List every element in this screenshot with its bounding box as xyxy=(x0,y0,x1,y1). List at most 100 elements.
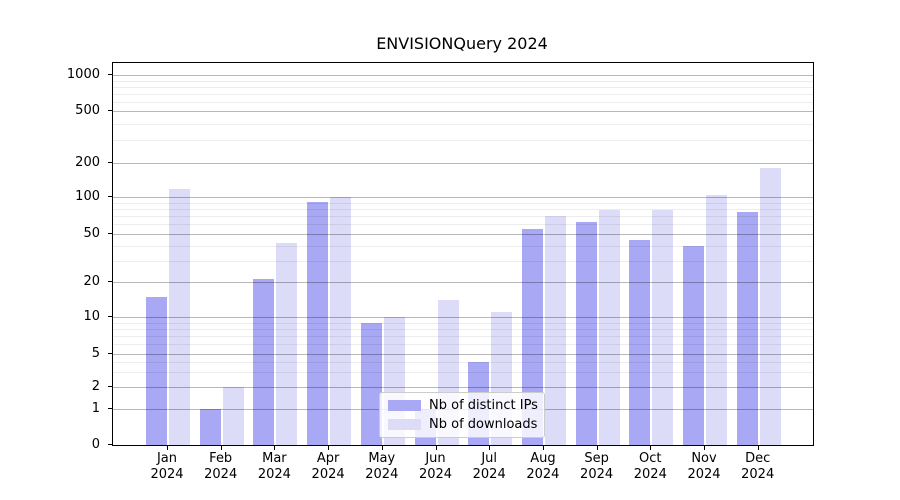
legend: Nb of distinct IPs Nb of downloads xyxy=(379,392,545,438)
bar-nov-downloads xyxy=(706,194,727,445)
y-tick-mark xyxy=(108,444,112,445)
bar-sep-distinct-ips xyxy=(575,221,597,445)
x-tick-mark xyxy=(220,445,222,450)
gridline-80 xyxy=(113,208,813,210)
x-tick-mark xyxy=(542,445,544,450)
gridline-700 xyxy=(113,93,813,95)
bar-may-distinct-ips xyxy=(360,322,382,445)
gridline-10 xyxy=(113,317,813,318)
legend-swatch-downloads xyxy=(388,419,421,430)
bar-oct-distinct-ips xyxy=(629,239,651,445)
legend-label-distinct-ips: Nb of distinct IPs xyxy=(429,398,538,413)
bar-sep-downloads xyxy=(598,210,620,445)
gridline-8 xyxy=(113,328,813,330)
gridline-3 xyxy=(113,372,813,374)
y-tick-label-100: 100 xyxy=(75,188,100,204)
chart-title: ENVISIONQuery 2024 xyxy=(376,34,548,53)
x-tick-mark xyxy=(435,445,437,450)
x-tick-label-may: May 2024 xyxy=(365,451,399,482)
y-tick-mark xyxy=(108,386,112,387)
x-tick-mark xyxy=(757,445,759,450)
bar-jan-downloads xyxy=(169,188,190,445)
bar-nov-distinct-ips xyxy=(683,245,704,445)
gridline-30 xyxy=(113,260,813,262)
gridline-5 xyxy=(113,354,813,355)
y-tick-mark xyxy=(108,196,112,197)
gridline-4 xyxy=(113,362,813,363)
y-tick-label-1000: 1000 xyxy=(66,66,100,82)
x-tick-label-feb: Feb 2024 xyxy=(204,451,238,482)
x-tick-mark xyxy=(704,445,705,450)
x-tick-mark xyxy=(381,445,383,450)
y-tick-mark xyxy=(108,233,112,234)
bar-oct-downloads xyxy=(652,210,674,445)
y-tick-mark xyxy=(108,281,112,282)
bar-feb-distinct-ips xyxy=(199,409,221,445)
y-tick-mark xyxy=(108,316,112,317)
y-tick-label-10: 10 xyxy=(83,308,100,324)
x-tick-label-nov: Nov 2024 xyxy=(687,451,721,482)
x-tick-label-jun: Jun 2024 xyxy=(418,451,453,482)
y-tick-label-0: 0 xyxy=(91,436,100,452)
gridline-500 xyxy=(113,111,813,112)
gridline-100 xyxy=(113,197,813,198)
x-tick-mark xyxy=(650,445,652,450)
bar-mar-distinct-ips xyxy=(253,279,275,445)
gridline-70 xyxy=(113,216,813,217)
gridline-200 xyxy=(113,163,813,164)
gridline-7 xyxy=(113,336,813,337)
x-tick-label-jan: Jan 2024 xyxy=(150,451,184,482)
legend-entry-distinct-ips: Nb of distinct IPs xyxy=(388,398,538,413)
y-tick-mark xyxy=(108,408,112,409)
bar-dec-downloads xyxy=(759,168,781,445)
y-tick-label-5: 5 xyxy=(91,345,100,361)
y-tick-label-1: 1 xyxy=(91,400,100,416)
y-tick-label-20: 20 xyxy=(83,273,100,289)
gridline-600 xyxy=(113,101,813,103)
gridline-9 xyxy=(113,322,813,324)
x-tick-mark xyxy=(328,445,330,450)
plot-area: Nb of distinct IPs Nb of downloads xyxy=(112,62,814,446)
y-tick-mark xyxy=(108,74,112,75)
x-tick-label-mar: Mar 2024 xyxy=(257,451,291,482)
bar-apr-distinct-ips xyxy=(307,201,329,445)
x-tick-label-dec: Dec 2024 xyxy=(741,451,775,482)
gridline-800 xyxy=(113,86,813,88)
x-tick-mark xyxy=(167,445,168,450)
x-tick-label-sep: Sep 2024 xyxy=(580,451,614,482)
y-tick-label-50: 50 xyxy=(83,225,100,241)
gridline-50 xyxy=(113,234,813,235)
gridline-40 xyxy=(113,245,813,247)
x-tick-label-apr: Apr 2024 xyxy=(311,451,345,482)
x-tick-mark xyxy=(596,445,598,450)
gridline-300 xyxy=(113,140,813,141)
bar-jan-distinct-ips xyxy=(146,296,167,445)
gridline-1000 xyxy=(113,75,813,76)
gridline-6 xyxy=(113,344,813,346)
gridline-60 xyxy=(113,224,813,226)
bar-feb-downloads xyxy=(222,387,244,445)
y-tick-mark xyxy=(108,110,112,111)
bar-apr-downloads xyxy=(330,197,352,445)
x-tick-label-oct: Oct 2024 xyxy=(633,451,667,482)
gridline-900 xyxy=(113,80,813,82)
legend-label-downloads: Nb of downloads xyxy=(429,417,538,432)
y-tick-label-200: 200 xyxy=(75,154,100,170)
x-tick-label-jul: Jul 2024 xyxy=(472,451,506,482)
gridline-20 xyxy=(113,282,813,283)
x-tick-mark xyxy=(274,445,276,450)
legend-entry-downloads: Nb of downloads xyxy=(388,417,538,432)
gridline-2 xyxy=(113,387,813,388)
legend-swatch-distinct-ips xyxy=(388,400,421,411)
y-tick-mark xyxy=(108,353,112,354)
x-tick-mark xyxy=(489,445,491,450)
bar-aug-downloads xyxy=(544,216,566,445)
y-tick-label-500: 500 xyxy=(75,102,100,118)
bar-mar-downloads xyxy=(276,243,298,445)
gridline-400 xyxy=(113,123,813,125)
y-tick-label-2: 2 xyxy=(91,378,100,394)
x-tick-label-aug: Aug 2024 xyxy=(526,451,560,482)
bar-dec-distinct-ips xyxy=(736,211,758,445)
gridline-90 xyxy=(113,202,813,204)
